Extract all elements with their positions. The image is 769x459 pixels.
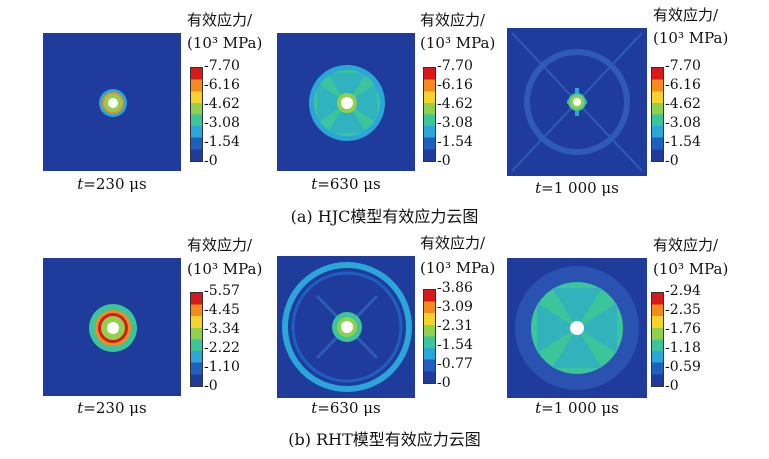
figure-caption-b: (b) RHT模型有效应力云图 [288,430,481,449]
time-label: t=230 μs [77,399,147,417]
colorbar [423,67,436,162]
tick-label: 5.57 [204,284,240,298]
time-label: t=630 μs [311,175,381,193]
tick-label: 1.18 [665,341,701,355]
figure-caption-a: (a) HJC模型有效应力云图 [290,207,479,226]
tick-label: 7.70 [665,59,701,73]
legend-title-line2: (10³ MPa) [653,29,729,47]
time-label: t=1 000 μs [535,179,619,197]
legend-title-line1: 有效应力/ [653,6,719,24]
tick-label: 0.59 [665,360,701,374]
tick-label: 0 [665,154,679,168]
tick-label: 0.77 [437,357,473,371]
colorbar [651,292,664,387]
legend-title-line1: 有效应力/ [653,236,719,254]
legend-title-line1: 有效应力/ [187,236,253,254]
tick-label: 0 [204,154,218,168]
tick-label: 3.34 [204,322,240,336]
legend-title-line2: (10³ MPa) [653,260,729,278]
tick-label: 1.54 [437,338,473,352]
tick-label: 0 [437,154,451,168]
tick-label: 4.62 [204,97,240,111]
stress-contour-hjc-630 [277,33,415,171]
tick-label: 2.35 [665,303,701,317]
time-label: t=1 000 μs [535,399,619,417]
stress-contour-hjc-230 [43,33,181,171]
legend-title-line1: 有效应力/ [420,11,486,29]
stress-contour-rht-630 [277,256,415,398]
tick-label: 0 [204,379,218,393]
legend-title-line1: 有效应力/ [420,234,486,252]
stress-contour-rht-230 [43,258,181,396]
time-label: t=630 μs [311,399,381,417]
tick-label: 6.16 [665,78,701,92]
tick-label: 3.86 [437,281,473,295]
tick-label: 0 [437,376,451,390]
tick-label: 3.09 [437,300,473,314]
tick-label: 3.08 [204,116,240,130]
tick-label: 1.54 [665,135,701,149]
tick-label: 3.08 [437,116,473,130]
colorbar [651,67,664,162]
tick-label: 6.16 [437,78,473,92]
tick-label: 4.45 [204,303,240,317]
legend-title-line2: (10³ MPa) [187,34,263,52]
colorbar [423,289,436,384]
legend-title-line1: 有效应力/ [187,11,253,29]
tick-label: 2.94 [665,284,701,298]
tick-label: 1.54 [204,135,240,149]
tick-label: 2.22 [204,341,240,355]
tick-label: 3.08 [665,116,701,130]
tick-label: 2.31 [437,319,473,333]
tick-label: 7.70 [437,59,473,73]
colorbar [190,292,203,387]
tick-label: 1.10 [204,360,240,374]
tick-label: 0 [665,379,679,393]
tick-label: 1.76 [665,322,701,336]
tick-label: 4.62 [665,97,701,111]
time-label: t=230 μs [77,175,147,193]
colorbar [190,67,203,162]
tick-label: 7.70 [204,59,240,73]
tick-label: 1.54 [437,135,473,149]
tick-label: 6.16 [204,78,240,92]
stress-contour-hjc-1000 [507,28,647,176]
stress-contour-rht-1000 [507,258,647,398]
legend-title-line2: (10³ MPa) [420,259,496,277]
tick-label: 4.62 [437,97,473,111]
legend-title-line2: (10³ MPa) [420,34,496,52]
legend-title-line2: (10³ MPa) [187,260,263,278]
